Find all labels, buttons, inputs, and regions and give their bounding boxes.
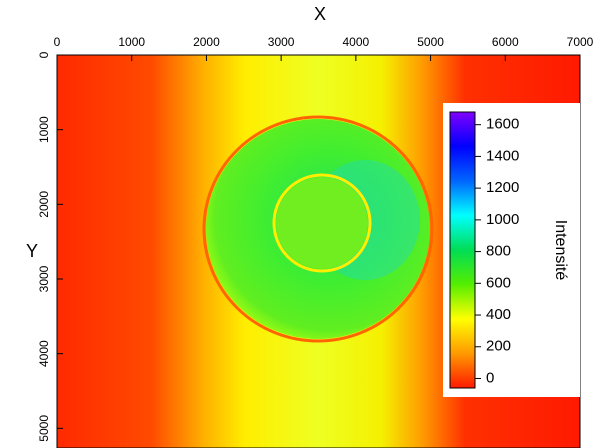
y-tick-label: 4000 (37, 340, 51, 367)
colorbar-tick-label: 0 (486, 369, 494, 386)
x-tick-label: 0 (54, 35, 61, 49)
y-tick-label: 5000 (37, 415, 51, 442)
x-tick-label: 2000 (193, 35, 220, 49)
colorbar-tick-label: 800 (486, 243, 511, 260)
colorbar-tick-label: 400 (486, 306, 511, 323)
y-tick-label: 0 (37, 51, 51, 58)
colorbar-tick-label: 1600 (486, 116, 519, 133)
x-tick-label: 7000 (567, 35, 594, 49)
y-tick-label: 2000 (37, 191, 51, 218)
x-axis-label: X (314, 4, 326, 24)
x-tick-label: 1000 (118, 35, 145, 49)
colorbar-tick-label: 600 (486, 274, 511, 291)
colorbar-tick-label: 1400 (486, 147, 519, 164)
x-tick-label: 3000 (268, 35, 295, 49)
x-tick-label: 4000 (343, 35, 370, 49)
colorbar-tick-label: 200 (486, 338, 511, 355)
x-tick-label: 6000 (492, 35, 519, 49)
colorbar-label: Intensité (552, 220, 569, 281)
y-axis-label: Y (26, 241, 38, 261)
y-tick-label: 3000 (37, 265, 51, 292)
colorbar-tick-label: 1000 (486, 211, 519, 228)
colorbar-tick-label: 1200 (486, 179, 519, 196)
y-tick-label: 1000 (37, 116, 51, 143)
colorbar (449, 111, 476, 389)
x-tick-label: 5000 (417, 35, 444, 49)
